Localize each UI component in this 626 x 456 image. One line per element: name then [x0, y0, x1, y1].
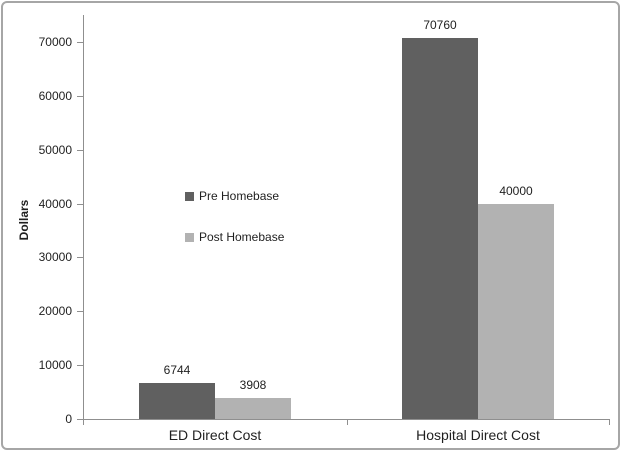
y-tick-label: 60000: [38, 89, 72, 103]
bar-post-homebase: [478, 204, 554, 419]
y-tick-label: 50000: [38, 143, 72, 157]
bar-value-label: 3908: [239, 378, 267, 392]
bar-pre-homebase: [139, 383, 215, 419]
y-tick-label: 10000: [38, 358, 72, 372]
legend-item: Post Homebase: [185, 230, 284, 244]
legend-label: Pre Homebase: [199, 189, 280, 203]
legend-swatch-icon: [185, 232, 194, 242]
y-axis-line: [83, 15, 84, 419]
y-tick: [77, 150, 83, 151]
y-tick: [77, 257, 83, 258]
legend-label: Post Homebase: [199, 230, 285, 244]
x-tick: [609, 419, 610, 425]
y-tick-label: 0: [65, 412, 72, 426]
legend-swatch-icon: [185, 191, 194, 201]
y-tick-label: 40000: [38, 197, 72, 211]
legend-item: Pre Homebase: [185, 189, 279, 203]
x-tick: [83, 419, 84, 425]
y-tick: [77, 204, 83, 205]
y-tick: [77, 365, 83, 366]
y-tick-label: 20000: [38, 304, 72, 318]
bar-pre-homebase: [402, 38, 478, 419]
x-axis-line: [83, 419, 610, 420]
y-tick: [77, 96, 83, 97]
category-label: Hospital Direct Cost: [416, 427, 540, 443]
y-tick: [77, 311, 83, 312]
category-label: ED Direct Cost: [168, 427, 262, 443]
bar-value-label: 6744: [163, 363, 191, 377]
bar-value-label: 40000: [499, 184, 533, 198]
y-tick-label: 30000: [38, 250, 72, 264]
bar-value-label: 70760: [423, 18, 457, 32]
y-tick-label: 70000: [38, 35, 72, 49]
y-tick: [77, 419, 83, 420]
bar-post-homebase: [215, 398, 291, 419]
y-tick: [77, 42, 83, 43]
x-tick: [347, 419, 348, 425]
y-axis-title: Dollars: [17, 199, 31, 241]
